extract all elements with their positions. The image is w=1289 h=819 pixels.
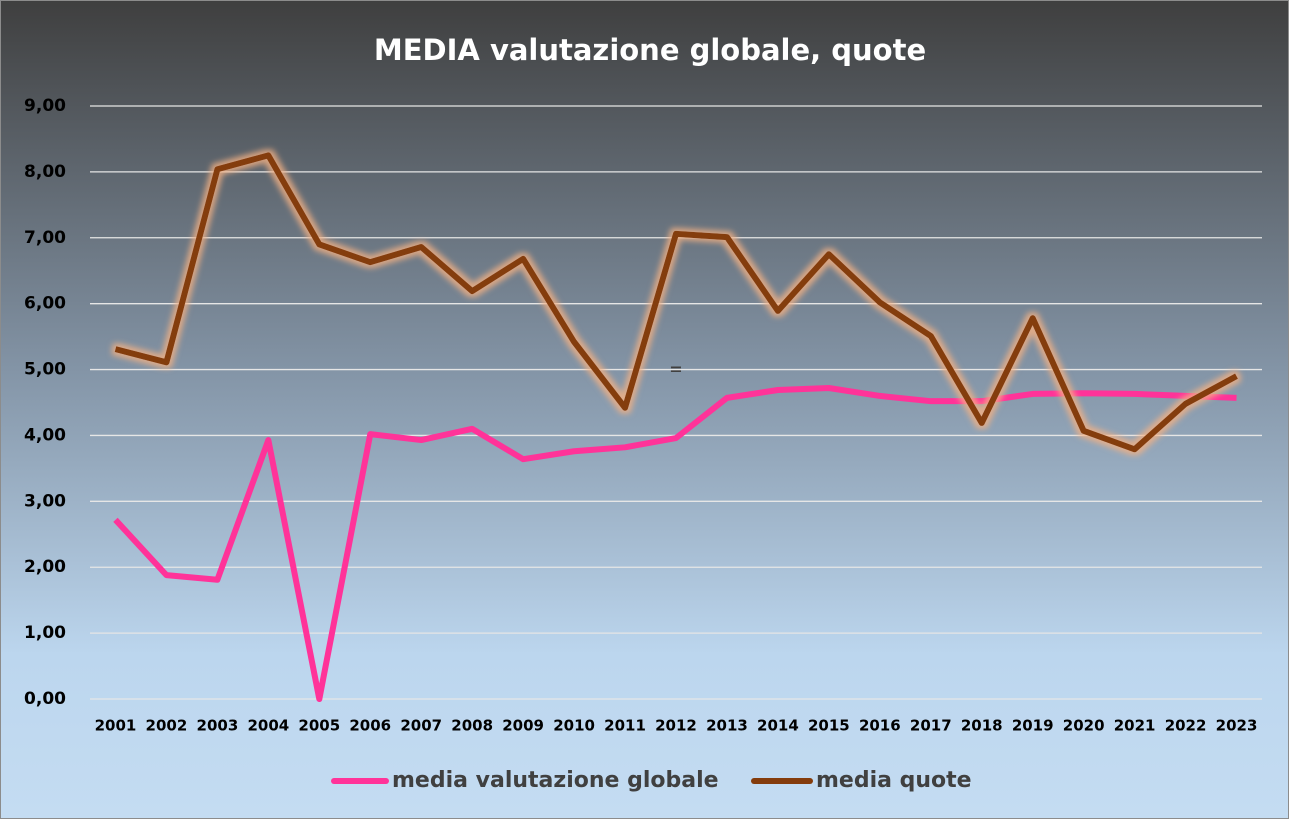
x-tick-label: 2010 [553, 717, 595, 735]
y-tick-label: 7,00 [24, 228, 66, 248]
x-tick-label: 2015 [808, 717, 850, 735]
y-tick-label: 4,00 [24, 425, 66, 445]
x-tick-label: 2017 [910, 717, 952, 735]
y-tick-label: 5,00 [24, 360, 66, 380]
x-tick-label: 2019 [1012, 717, 1054, 735]
x-tick-label: 2016 [859, 717, 901, 735]
x-tick-label: 2009 [502, 717, 544, 735]
y-tick-label: 3,00 [24, 491, 66, 511]
x-tick-label: 2006 [349, 717, 391, 735]
x-tick-label: 2023 [1216, 717, 1258, 735]
y-tick-label: 1,00 [24, 623, 66, 643]
x-tick-label: 2008 [451, 717, 493, 735]
x-tick-label: 2007 [400, 717, 442, 735]
x-tick-label: 2014 [757, 717, 799, 735]
x-tick-label: 2021 [1114, 717, 1156, 735]
y-tick-label: 2,00 [24, 557, 66, 577]
x-tick-label: 2022 [1165, 717, 1207, 735]
x-tick-label: 2002 [146, 717, 188, 735]
x-tick-label: 2005 [298, 717, 340, 735]
x-tick-label: 2001 [95, 717, 137, 735]
x-tick-label: 2013 [706, 717, 748, 735]
x-tick-label: 2003 [197, 717, 239, 735]
y-tick-label: 6,00 [24, 294, 66, 314]
y-tick-label: 9,00 [24, 96, 66, 116]
legend-label: media valutazione globale [392, 768, 719, 793]
data-line [113, 385, 1237, 702]
chart-title: MEDIA valutazione globale, quote [374, 33, 926, 67]
y-tick-label: 8,00 [24, 162, 66, 182]
x-tick-label: 2011 [604, 717, 646, 735]
y-tick-label: 0,00 [24, 689, 66, 709]
legend-label: media quote [816, 768, 972, 793]
x-tick-label: 2020 [1063, 717, 1105, 735]
data-line [114, 152, 1238, 453]
x-tick-label: 2018 [961, 717, 1003, 735]
x-tick-label: 2012 [655, 717, 697, 735]
x-tick-label: 2004 [247, 717, 289, 735]
